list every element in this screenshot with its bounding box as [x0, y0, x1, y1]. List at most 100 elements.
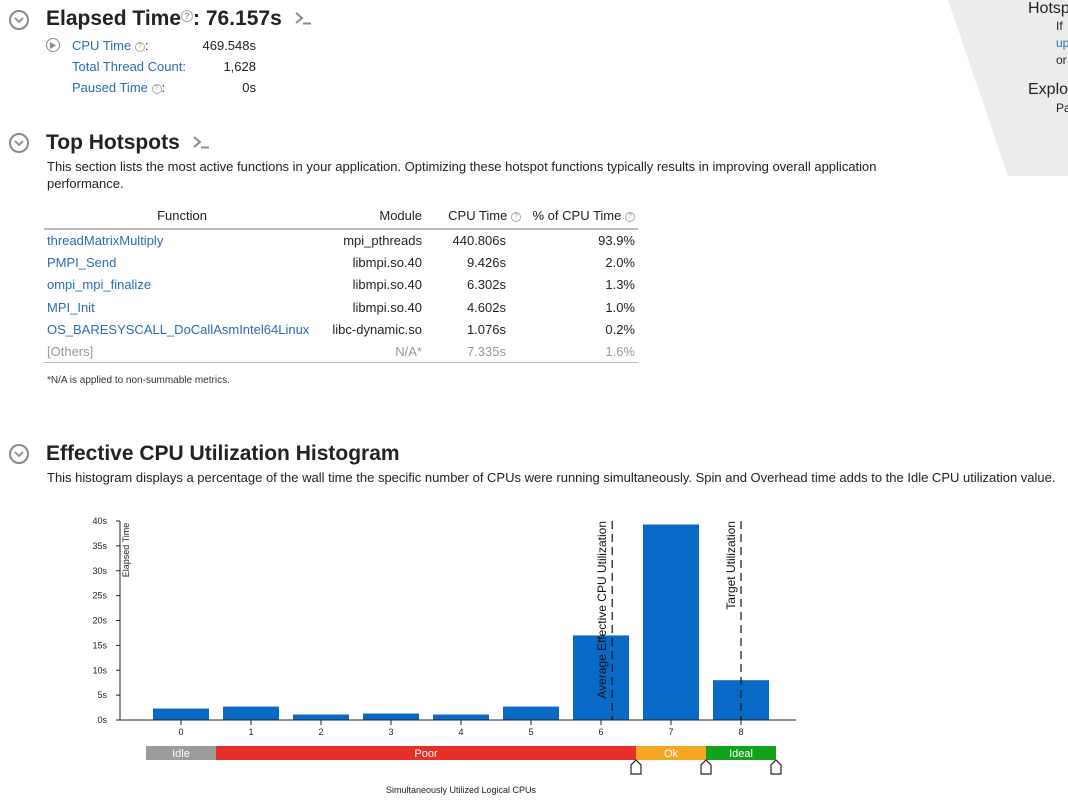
module-cell: libmpi.so.40 — [352, 277, 422, 293]
histogram-bar — [433, 714, 489, 720]
percent-cell: 1.3% — [605, 277, 635, 293]
cpu-time-cell: 440.806s — [452, 233, 507, 249]
threshold-handle[interactable] — [700, 759, 712, 775]
percent-cell: 0.2% — [605, 321, 635, 337]
x-tick-label: 7 — [668, 727, 673, 737]
utilization-band — [146, 746, 216, 760]
table-row: ompi_mpi_finalize libmpi.so.40 6.302s 1.… — [44, 274, 638, 296]
x-tick-label: 6 — [598, 727, 603, 737]
cpu-time-cell: 6.302s — [466, 277, 506, 293]
total-thread-count-label[interactable]: Total Thread Count: — [72, 59, 186, 74]
function-link[interactable]: threadMatrixMultiply — [47, 233, 164, 249]
paused-time-label[interactable]: Paused Time ?: — [72, 80, 165, 95]
side-panel-link[interactable]: up — [1056, 36, 1068, 50]
top-hotspots-title: Top Hotspots — [46, 131, 180, 154]
function-link[interactable]: PMPI_Send — [47, 254, 117, 270]
cpu-time-cell: 4.602s — [466, 299, 506, 315]
y-tick-label: 20s — [92, 616, 107, 626]
collapse-hotspots-button[interactable] — [9, 133, 29, 153]
module-cell: libc-dynamic.so — [332, 321, 422, 337]
histogram-chart: 0s 5s 10s 15s 20s 25s 30s 35s 40s 0 1 2 3 4 5 6 7 8 Aver… — [92, 516, 796, 795]
histogram-bar — [503, 706, 559, 720]
cpu-time-label[interactable]: CPU Time ?: — [72, 38, 148, 53]
side-panel-text: Pa — [1056, 101, 1068, 115]
histogram-title: Effective CPU Utilization Histogram — [46, 442, 400, 465]
help-icon[interactable]: ? — [134, 42, 145, 52]
utilization-markers: Average Effective CPU Utilization Target … — [595, 521, 742, 720]
table-row: MPI_Init libmpi.so.40 4.602s 1.0% — [44, 296, 638, 318]
histogram-bar — [713, 680, 769, 720]
y-tick-label: 35s — [92, 541, 107, 551]
threshold-handle[interactable] — [630, 759, 642, 775]
column-header-label[interactable]: Function — [157, 208, 207, 223]
percent-cell: 2.0% — [605, 254, 635, 270]
function-link[interactable]: ompi_mpi_finalize — [47, 277, 152, 293]
threshold-handles — [630, 759, 782, 775]
utilization-band — [216, 746, 636, 760]
y-tick-label: 0s — [97, 715, 107, 725]
column-header-cpu-time[interactable]: CPU Time ? — [428, 206, 524, 230]
cpu-time-cell: 9.426s — [466, 254, 506, 270]
utilization-band — [706, 746, 776, 760]
x-tick-label: 0 — [178, 727, 183, 737]
help-icon[interactable]: ? — [151, 84, 162, 94]
hotspots-description: This section lists the most active funct… — [47, 159, 877, 191]
function-link[interactable]: OS_BARESYSCALL_DoCallAsmIntel64Linux — [47, 321, 310, 337]
terminal-prompt-icon[interactable] — [294, 7, 312, 31]
module-cell: libmpi.so.40 — [352, 299, 422, 315]
threshold-handle[interactable] — [770, 759, 782, 775]
hotspots-table: Function Module CPU Time ? % of CPU Time… — [44, 206, 638, 364]
utilization-bands: Idle Poor Ok Ideal — [146, 746, 776, 760]
function-link[interactable]: MPI_Init — [47, 299, 95, 315]
histogram-bar — [573, 635, 629, 720]
histogram-bar — [223, 706, 279, 720]
module-cell: mpi_pthreads — [343, 233, 422, 249]
column-header-label[interactable]: % of CPU Time — [532, 208, 622, 223]
collapse-elapsed-button[interactable] — [9, 10, 29, 30]
paused-time-label-text[interactable]: Paused Time — [72, 80, 148, 95]
column-header-function[interactable]: Function — [44, 206, 320, 230]
table-row: PMPI_Send libmpi.so.40 9.426s 2.0% — [44, 251, 638, 273]
utilization-band-label: Ok — [664, 748, 679, 760]
help-icon[interactable]: ? — [181, 10, 194, 22]
help-icon[interactable]: ? — [511, 212, 521, 222]
y-axis: 0s 5s 10s 15s 20s 25s 30s 35s 40s — [92, 516, 121, 725]
table-footnote: *N/A is applied to non-summable metrics. — [47, 375, 230, 386]
histogram-description: This histogram displays a percentage of … — [47, 470, 1056, 485]
column-header-label[interactable]: Module — [379, 208, 422, 223]
column-header-module[interactable]: Module — [320, 206, 428, 230]
chevron-down-icon — [14, 139, 24, 146]
table-row: threadMatrixMultiply mpi_pthreads 440.80… — [44, 229, 638, 251]
x-axis-label: Simultaneously Utilized Logical CPUs — [386, 785, 537, 795]
cpu-time-cell: 7.335s — [428, 340, 524, 364]
histogram-bar — [293, 714, 349, 720]
column-header-label[interactable]: CPU Time — [448, 208, 508, 223]
table-row: OS_BARESYSCALL_DoCallAsmIntel64Linux lib… — [44, 318, 638, 340]
elapsed-time-heading: Elapsed Time?: 76.157s — [46, 7, 312, 31]
expand-cpu-time-button[interactable] — [46, 38, 60, 52]
chevron-down-icon — [14, 16, 24, 23]
x-tick-label: 4 — [458, 727, 463, 737]
chevron-right-icon — [50, 41, 56, 49]
histogram-bar — [153, 708, 209, 720]
x-tick-label: 5 — [528, 727, 533, 737]
x-tick-label: 2 — [318, 727, 323, 737]
chevron-down-icon — [14, 450, 24, 457]
others-cell: [Others] — [44, 340, 320, 364]
y-tick-label: 10s — [92, 665, 107, 675]
help-icon[interactable]: ? — [625, 212, 635, 222]
cpu-time-label-text[interactable]: CPU Time — [72, 38, 132, 53]
x-axis: 0 1 2 3 4 5 6 7 8 — [120, 719, 796, 737]
y-tick-label: 30s — [92, 566, 107, 576]
paused-time-suffix: : — [161, 80, 166, 95]
histogram-bar — [643, 524, 699, 720]
x-tick-label: 1 — [248, 727, 253, 737]
cpu-time-suffix: : — [144, 38, 149, 53]
elapsed-time-label: Elapsed Time — [46, 7, 182, 30]
collapse-histogram-button[interactable] — [9, 444, 29, 464]
column-header-percent-cpu-time[interactable]: % of CPU Time ? — [524, 206, 638, 230]
percent-cell: 1.6% — [524, 340, 638, 364]
terminal-prompt-icon[interactable] — [192, 131, 210, 155]
y-tick-label: 25s — [92, 591, 107, 601]
utilization-band-label: Poor — [414, 748, 438, 760]
